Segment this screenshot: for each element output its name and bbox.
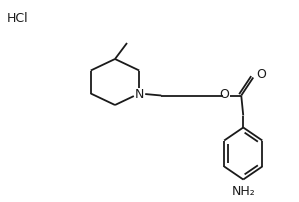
Text: HCl: HCl [7, 12, 29, 24]
Text: O: O [256, 68, 266, 81]
Text: N: N [135, 87, 144, 101]
Text: NH₂: NH₂ [231, 184, 255, 197]
Text: O: O [219, 87, 229, 101]
